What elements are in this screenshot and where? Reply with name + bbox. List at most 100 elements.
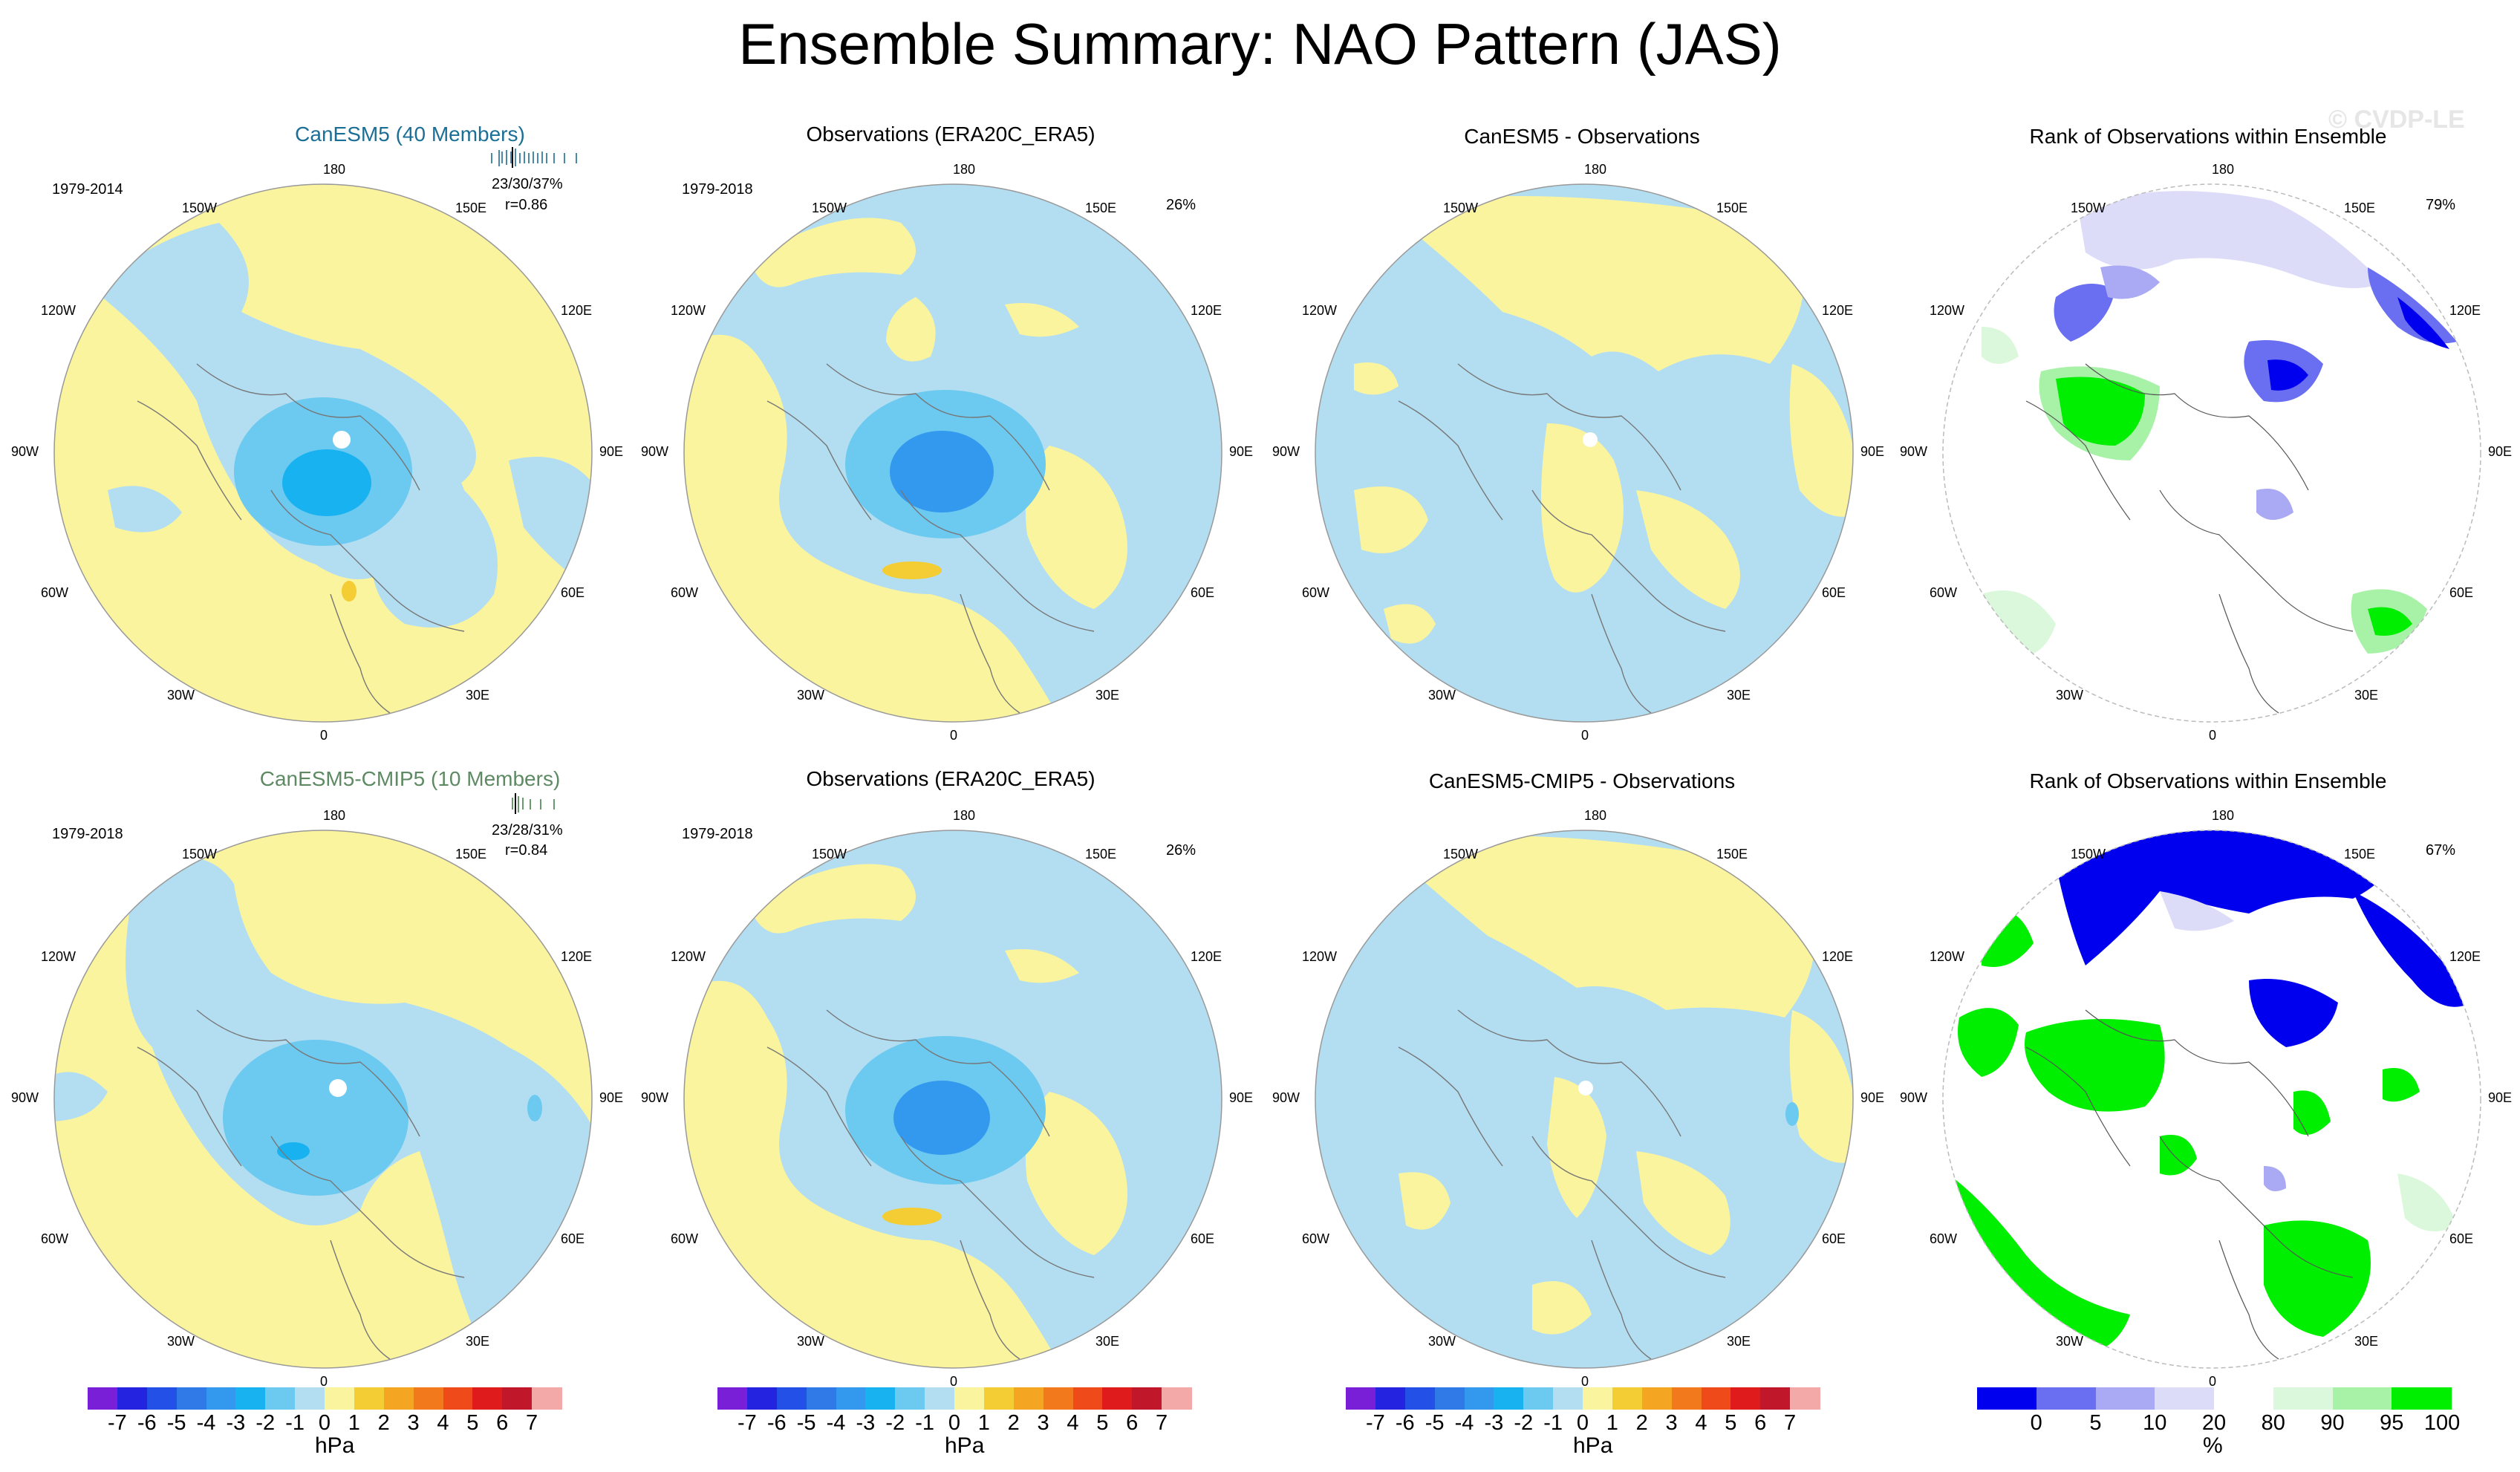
colorbar-cell (1523, 1387, 1554, 1410)
lon-label-n150e-map2: 150E (1085, 201, 1117, 215)
colorbar-cell (1977, 1387, 2037, 1410)
lon-label-n180-map7: 180 (1584, 808, 1607, 823)
colorbar-tick: 1 (977, 1411, 990, 1435)
lon-label-n90w-map4: 90W (1900, 444, 1928, 459)
lon-label-n120e-map2: 120E (1191, 303, 1222, 318)
lon-label-n180-map4: 180 (2212, 162, 2235, 177)
lon-label-n90e-map7: 90E (1860, 1090, 1885, 1105)
colorbar-cell (1464, 1387, 1494, 1410)
lon-label-n60e-map3: 60E (1822, 585, 1846, 600)
lon-label-n0-map4: 0 (2209, 728, 2217, 743)
lon-label-n0-map2: 0 (950, 728, 958, 743)
colorbar-cell (1553, 1387, 1583, 1410)
colorbar-cell (865, 1387, 896, 1410)
lon-label-n120e-map3: 120E (1822, 303, 1854, 318)
colorbar-tick: -4 (1454, 1411, 1474, 1435)
panel-title-top-diff: CanESM5 - Observations (1464, 125, 1700, 148)
colorbar-tick: 2 (1007, 1411, 1020, 1435)
lon-label-n150e-map7: 150E (1716, 847, 1748, 862)
lon-label-n60e-map4: 60E (2449, 585, 2474, 600)
lon-label-n90w-map5: 90W (11, 1090, 39, 1105)
lon-label-n120w-map3: 120W (1302, 303, 1338, 318)
colorbar-cell (502, 1387, 533, 1410)
colorbar-cell (776, 1387, 807, 1410)
lon-label-n150w-map5: 150W (182, 847, 218, 862)
colorbar-cell (806, 1387, 836, 1410)
panel-title-top-rank: Rank of Observations within Ensemble (2029, 125, 2387, 148)
colorbar-cell (1013, 1387, 1044, 1410)
colorbar-cell (88, 1387, 118, 1410)
colorbar-cell (2095, 1387, 2155, 1410)
colorbar-tick: 5 (466, 1411, 479, 1435)
colorbar-tick: -7 (737, 1411, 757, 1435)
page-title: Ensemble Summary: NAO Pattern (JAS) (738, 11, 1782, 76)
map-top-obs (683, 183, 1222, 723)
colorbar-tick: 0 (1576, 1411, 1589, 1435)
percent-bottom-rank: 67% (2426, 842, 2456, 859)
colorbar-tick: 5 (1725, 1411, 1737, 1435)
period-bottom-model: 1979-2018 (52, 826, 123, 842)
colorbar-cell (472, 1387, 503, 1410)
colorbar-tick: -3 (856, 1411, 876, 1435)
lon-label-n0-map5: 0 (320, 1374, 328, 1389)
colorbar-tick: 7 (526, 1411, 538, 1435)
watermark: © CVDP-LE (2328, 105, 2465, 134)
lon-label-n90w-map6: 90W (641, 1090, 669, 1105)
colorbar-tick: 7 (1156, 1411, 1168, 1435)
colorbar-cell (1404, 1387, 1436, 1410)
lon-label-n90e-map8: 90E (2488, 1090, 2513, 1105)
colorbar-tick: -3 (1484, 1411, 1504, 1435)
colorbar-cell (2392, 1387, 2452, 1410)
colorbar-rank (1977, 1387, 2452, 1410)
lon-label-n30w-map7: 30W (1428, 1334, 1456, 1349)
colorbar-cell (1731, 1387, 1761, 1410)
colorbar-tick: 0 (318, 1411, 331, 1435)
lon-label-n180-map6: 180 (953, 808, 976, 823)
lon-label-n30w-map5: 30W (167, 1334, 195, 1349)
lon-label-n60e-map6: 60E (1191, 1231, 1215, 1246)
colorbar-tick: -2 (885, 1411, 905, 1435)
colorbar-cell (1072, 1387, 1103, 1410)
lon-label-n30e-map5: 30E (466, 1334, 490, 1349)
colorbar-cell (265, 1387, 296, 1410)
panel-title-top-model: CanESM5 (40 Members) (295, 123, 525, 146)
colorbar-tick: 3 (1037, 1411, 1049, 1435)
lon-label-n150w-map2: 150W (812, 201, 847, 215)
colorbar-tick: 90 (2320, 1411, 2345, 1435)
colorbar-tick: 2 (377, 1411, 390, 1435)
percent-top-obs: 26% (1166, 197, 1196, 213)
map-bottom-diff (1315, 830, 1854, 1369)
stats-bottom-model: 23/28/31% (492, 822, 563, 838)
period-top-obs: 1979-2018 (682, 181, 753, 198)
lon-label-n150e-map3: 150E (1716, 201, 1748, 215)
colorbar-cell (1671, 1387, 1702, 1410)
lon-label-n120w-map8: 120W (1930, 949, 1965, 964)
map-top-rank (1942, 183, 2481, 723)
lon-label-n90w-map2: 90W (641, 444, 669, 459)
lon-label-n60w-map6: 60W (671, 1231, 699, 1246)
colorbar-cell (325, 1387, 355, 1410)
lon-label-n120e-map8: 120E (2449, 949, 2481, 964)
lon-label-n30e-map1: 30E (466, 688, 490, 703)
colorbar-cell (2332, 1387, 2392, 1410)
lon-label-n120w-map4: 120W (1930, 303, 1965, 318)
lon-label-n180-map3: 180 (1584, 162, 1607, 177)
colorbar-cell (1612, 1387, 1643, 1410)
colorbar-cell (117, 1387, 148, 1410)
lon-label-n60w-map1: 60W (41, 585, 69, 600)
colorbar-tick: -1 (285, 1411, 305, 1435)
colorbar-unit-rank: % (2203, 1433, 2223, 1458)
colorbar-cell (235, 1387, 266, 1410)
lon-label-n30w-map1: 30W (167, 688, 195, 703)
percent-top-rank: 79% (2426, 197, 2456, 213)
lon-label-n30e-map3: 30E (1727, 688, 1751, 703)
colorbar-cell (983, 1387, 1015, 1410)
colorbar-cell (146, 1387, 178, 1410)
colorbar-tick: -7 (1365, 1411, 1385, 1435)
colorbar-hpa-3 (1346, 1387, 1820, 1410)
colorbar-tick: -4 (826, 1411, 846, 1435)
lon-label-n90e-map2: 90E (1229, 444, 1254, 459)
colorbar-tick: 5 (1096, 1411, 1109, 1435)
colorbar-tick: 95 (2380, 1411, 2404, 1435)
map-top-model (53, 183, 593, 723)
